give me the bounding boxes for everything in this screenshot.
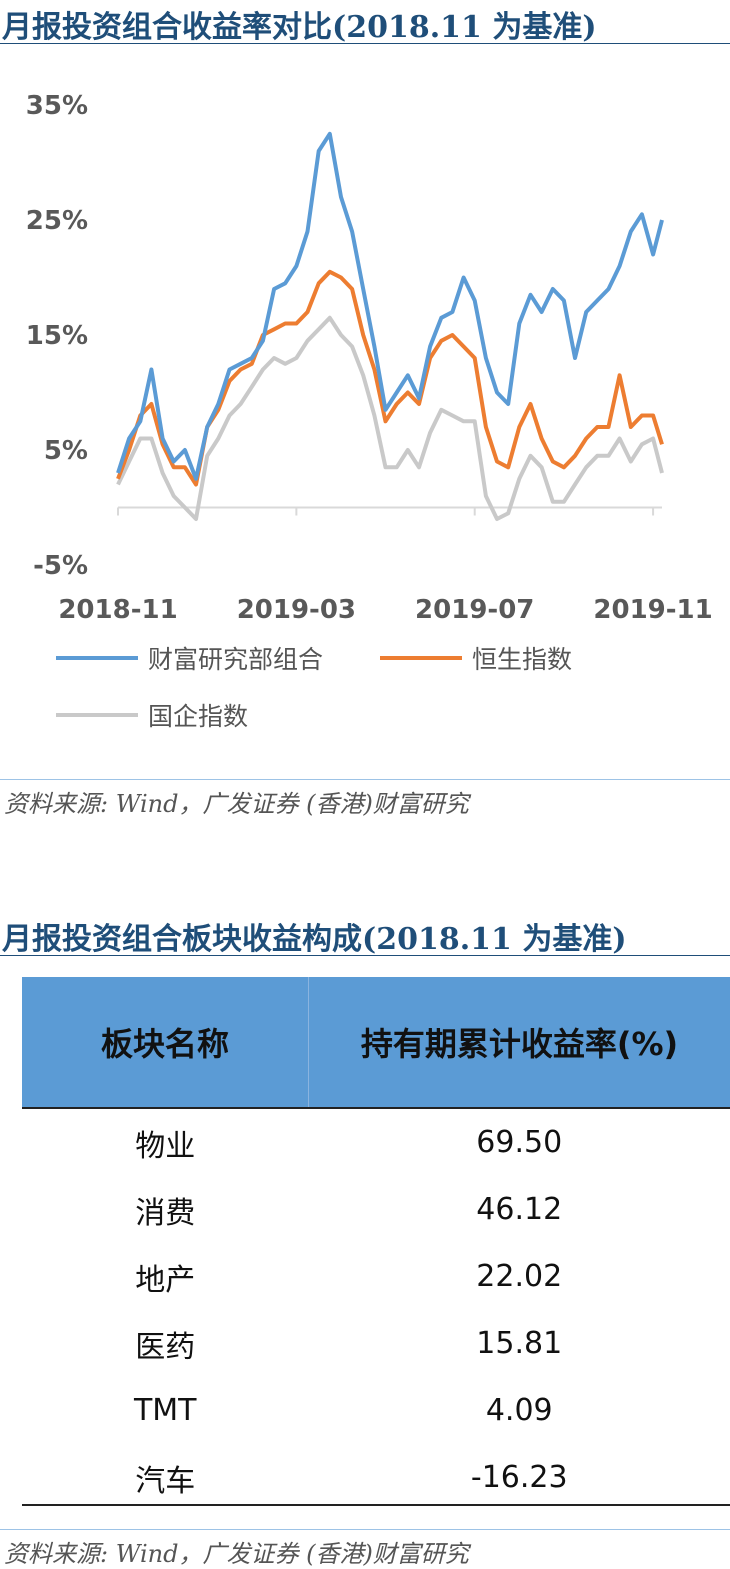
series-line-0 bbox=[118, 134, 662, 479]
sector-return-table: 板块名称 持有期累计收益率(%) 物业 69.50 消费 46.12 地产 22… bbox=[22, 977, 730, 1511]
cell-return: 22.02 bbox=[309, 1243, 730, 1310]
table-row: 医药 15.81 bbox=[22, 1310, 730, 1377]
cell-return: -16.23 bbox=[309, 1444, 730, 1511]
legend-label: 国企指数 bbox=[148, 697, 248, 733]
x-tick-label: 2019-11 bbox=[593, 595, 712, 625]
chart-title: 月报投资组合收益率对比(2018.11 为基准) bbox=[2, 2, 597, 46]
legend-item-portfolio: 财富研究部组合 bbox=[56, 640, 323, 676]
y-tick-label: 5% bbox=[44, 436, 88, 466]
table-row: 地产 22.02 bbox=[22, 1243, 730, 1310]
table-row: 汽车 -16.23 bbox=[22, 1444, 730, 1511]
series-line-1 bbox=[118, 272, 662, 485]
cell-sector: 消费 bbox=[22, 1176, 309, 1243]
x-tick-label: 2019-03 bbox=[237, 595, 356, 625]
cell-return: 4.09 bbox=[309, 1377, 730, 1444]
legend-label: 恒生指数 bbox=[472, 640, 572, 676]
cell-sector: 物业 bbox=[22, 1108, 309, 1176]
y-tick-label: 15% bbox=[26, 321, 88, 351]
legend-item-hsi: 恒生指数 bbox=[380, 640, 572, 676]
source-divider bbox=[0, 779, 730, 780]
title-underline bbox=[0, 43, 730, 44]
cell-sector: 医药 bbox=[22, 1310, 309, 1377]
cell-return: 15.81 bbox=[309, 1310, 730, 1377]
x-tick-label: 2018-11 bbox=[58, 595, 177, 625]
legend-swatch-orange bbox=[380, 656, 462, 660]
line-chart: 35% 25% 15% 5% -5% 2018-11 2019-03 2019-07 2019… bbox=[0, 50, 730, 630]
cell-sector: 地产 bbox=[22, 1243, 309, 1310]
series-line-2 bbox=[118, 318, 662, 519]
x-tick-label: 2019-07 bbox=[415, 595, 534, 625]
table-row: 消费 46.12 bbox=[22, 1176, 730, 1243]
y-tick-label: 25% bbox=[26, 206, 88, 236]
y-axis-labels: 35% 25% 15% 5% -5% bbox=[26, 91, 88, 581]
cell-sector: 汽车 bbox=[22, 1444, 309, 1511]
legend-swatch-gray bbox=[56, 713, 138, 717]
cell-return: 46.12 bbox=[309, 1176, 730, 1243]
x-axis-labels: 2018-11 2019-03 2019-07 2019-11 bbox=[58, 595, 712, 625]
table-title: 月报投资组合板块收益构成(2018.11 为基准) bbox=[2, 914, 627, 958]
table-bottom-rule bbox=[22, 1504, 730, 1506]
legend-label: 财富研究部组合 bbox=[148, 640, 323, 676]
y-tick-label: 35% bbox=[26, 91, 88, 121]
legend-swatch-blue bbox=[56, 656, 138, 660]
header-return: 持有期累计收益率(%) bbox=[309, 977, 730, 1108]
source-note: 资料来源: Wind，广发证券 (香港)财富研究 bbox=[4, 784, 469, 819]
cell-sector: TMT bbox=[22, 1377, 309, 1444]
header-sector: 板块名称 bbox=[22, 977, 309, 1108]
source-note-2: 资料来源: Wind，广发证券 (香港)财富研究 bbox=[4, 1534, 469, 1569]
table-title-underline bbox=[0, 955, 730, 956]
cell-return: 69.50 bbox=[309, 1108, 730, 1176]
table-header-row: 板块名称 持有期累计收益率(%) bbox=[22, 977, 730, 1108]
table-row: TMT 4.09 bbox=[22, 1377, 730, 1444]
source-divider-2 bbox=[0, 1529, 730, 1530]
y-tick-label: -5% bbox=[33, 551, 88, 581]
table-row: 物业 69.50 bbox=[22, 1108, 730, 1176]
series-lines bbox=[118, 134, 662, 519]
legend-item-hscei: 国企指数 bbox=[56, 697, 248, 733]
